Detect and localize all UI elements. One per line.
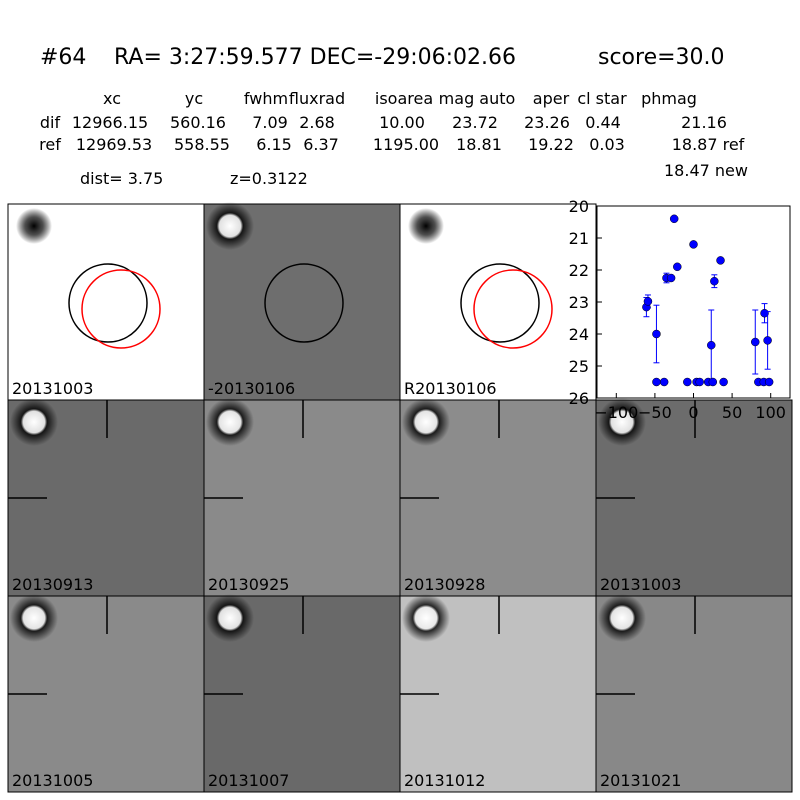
panel-label: -20130106 [208,379,295,398]
table-cell: 10.00 [379,113,425,132]
point [719,377,728,387]
source-blob [598,594,646,642]
coords: RA= 3:27:59.577 DEC=-29:06:02.66 [114,45,516,70]
point [695,377,704,387]
row-label: dif [40,113,61,132]
y-tick-label: 24 [569,325,589,344]
table-header: xc [103,89,121,108]
panel-label: 20131021 [600,771,681,790]
table-cell: 0.03 [589,135,625,154]
source-blob [206,594,254,642]
table-cell: 18.81 [456,135,502,154]
phmag-new: 18.47 new [664,161,748,180]
panel-label: 20130913 [12,575,93,594]
table-header: mag auto [439,89,516,108]
y-tick-label: 26 [569,389,589,408]
table-cell: 12969.53 [76,135,152,154]
source-blob [402,594,450,642]
redshift: z=0.3122 [230,169,308,188]
aperture-ref [473,269,553,349]
panel-label: 20131005 [12,771,93,790]
panel-label: 20131007 [208,771,289,790]
source-blob [206,202,254,250]
point [763,336,772,345]
aperture [460,263,540,343]
x-tick-label: 0 [688,403,698,422]
table-header: aper [533,89,570,108]
dist: dist= 3.75 [80,169,163,188]
plot-bg [596,205,791,399]
point [707,340,716,350]
source-blob [408,208,444,244]
point [666,273,676,283]
aperture [68,263,148,343]
cand-id: #64 [40,45,86,70]
point [716,256,725,265]
panel-label: 20130928 [404,575,485,594]
point [669,214,679,224]
point [643,297,653,306]
point [652,329,661,339]
table-cell: 558.55 [174,135,230,154]
table-cell: 23.72 [452,113,498,132]
table-cell: 6.15 [256,135,292,154]
source-blob [206,398,254,446]
x-tick-label: −50 [638,403,672,422]
table-cell: 0.44 [585,113,621,132]
point [751,337,760,347]
row-label: ref [39,135,61,154]
table-header: fluxrad [289,89,345,108]
source-blob [16,208,52,244]
point [659,377,669,387]
table-cell: 560.16 [170,113,226,132]
table-cell: 21.16 [681,113,727,132]
y-tick-label: 20 [569,197,589,216]
table-header: isoarea [375,89,433,108]
point [764,377,774,387]
panel-label: 20131003 [600,575,681,594]
table-cell: 1195.00 [373,135,439,154]
table-cell: 2.68 [299,113,335,132]
y-tick-label: 23 [569,293,589,312]
source-blob [402,398,450,446]
aperture-ref [81,269,161,349]
x-tick-label: −100 [594,403,638,422]
source-blob [598,398,646,446]
point [652,377,661,387]
source-blob [10,594,58,642]
table-header: phmag [641,89,697,108]
point [689,240,698,249]
table-cell: 12966.15 [72,113,148,132]
table-header: cl star [577,89,627,108]
table-header: yc [185,89,203,108]
panel-label: 20131003 [12,379,93,398]
score: score=30.0 [598,45,725,70]
y-tick-label: 21 [569,229,589,248]
y-tick-label: 22 [569,261,589,280]
table-cell: 7.09 [252,113,288,132]
point [708,377,718,387]
table-cell: 23.26 [524,113,570,132]
point [710,276,719,286]
table-cell: 18.87 ref [672,135,745,154]
source-blob [10,398,58,446]
table-header: fwhm [244,89,288,108]
table-cell: 19.22 [528,135,574,154]
panel-label: R20130106 [404,379,497,398]
point [683,377,692,387]
panel-label: 20130925 [208,575,289,594]
y-tick-label: 25 [569,357,589,376]
x-tick-label: 100 [755,403,786,422]
point [673,262,682,272]
panel-label: 20131012 [404,771,485,790]
x-tick-label: 50 [722,403,742,422]
aperture [264,263,344,343]
table-cell: 6.37 [303,135,339,154]
